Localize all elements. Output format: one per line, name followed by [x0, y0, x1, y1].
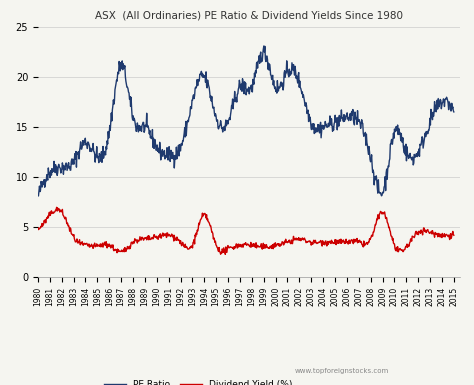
Line: Dividend Yield (%): Dividend Yield (%): [38, 207, 454, 254]
Legend: PE Ratio, Dividend Yield (%): PE Ratio, Dividend Yield (%): [100, 377, 296, 385]
Dividend Yield (%): [222, 252, 228, 257]
Dividend Yield (%): [451, 233, 456, 238]
PE Ratio: [451, 110, 456, 114]
PE Ratio: [289, 72, 294, 76]
PE Ratio: [35, 193, 41, 198]
Line: PE Ratio: PE Ratio: [38, 46, 454, 196]
Dividend Yield (%): [278, 242, 283, 246]
PE Ratio: [261, 44, 267, 48]
Dividend Yield (%): [352, 239, 357, 244]
Dividend Yield (%): [54, 205, 60, 209]
PE Ratio: [61, 164, 67, 168]
Dividend Yield (%): [301, 236, 307, 241]
PE Ratio: [394, 129, 400, 133]
PE Ratio: [278, 81, 283, 86]
Text: www.topforeignstocks.com: www.topforeignstocks.com: [294, 368, 389, 375]
PE Ratio: [301, 96, 307, 100]
Dividend Yield (%): [35, 226, 41, 230]
PE Ratio: [352, 122, 357, 127]
Dividend Yield (%): [394, 248, 400, 253]
Dividend Yield (%): [61, 214, 67, 219]
Dividend Yield (%): [289, 238, 294, 242]
Title: ASX  (All Ordinaries) PE Ratio & Dividend Yields Since 1980: ASX (All Ordinaries) PE Ratio & Dividend…: [95, 11, 403, 21]
PE Ratio: [36, 194, 41, 198]
